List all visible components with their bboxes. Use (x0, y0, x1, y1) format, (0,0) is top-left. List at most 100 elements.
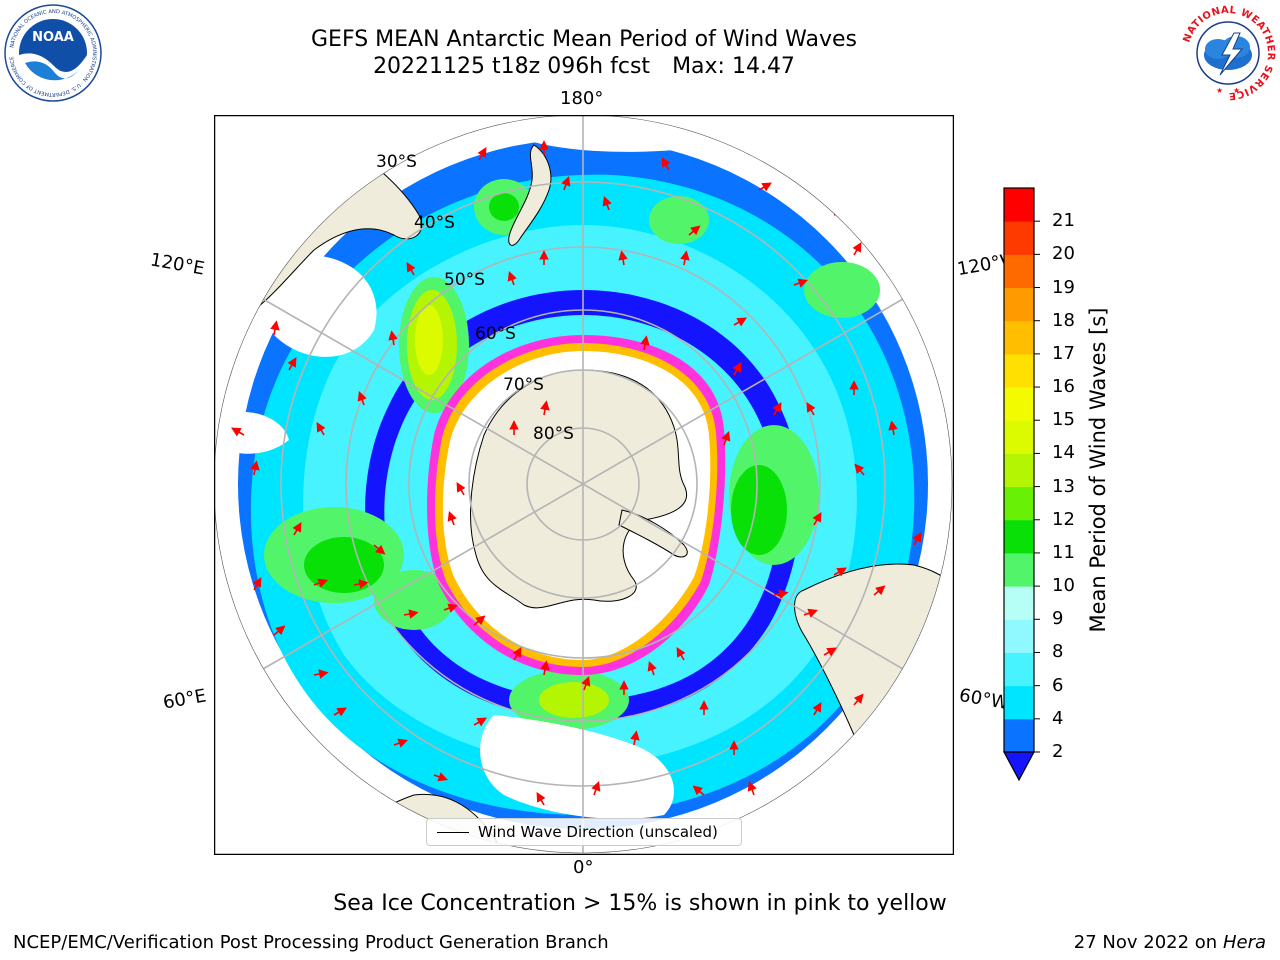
polar-map (214, 115, 954, 855)
wind-wave-arrows (231, 140, 926, 806)
footer-date: 27 Nov 2022 on Hera (1074, 932, 1266, 953)
wind-wave-arrow (287, 357, 297, 371)
wind-wave-arrow (313, 669, 329, 679)
wind-wave-arrow (333, 707, 347, 717)
colorbar-segment (1004, 619, 1034, 653)
wind-wave-arrow (316, 422, 326, 436)
wind-wave-arrow (676, 647, 686, 661)
forecast-cycle: 20221125 t18z 096h fcst (373, 54, 651, 79)
wind-wave-arrow (540, 400, 550, 416)
wind-wave-arrow (803, 608, 819, 618)
colorbar-tick-label: 9 (1052, 608, 1064, 630)
wind-wave-arrow (630, 730, 640, 746)
footer-credit: NCEP/EMC/Verification Post Processing Pr… (13, 932, 609, 953)
longitude-label-0: 0° (573, 857, 594, 878)
colorbar-title: Mean Period of Wind Waves [s] (1086, 307, 1110, 633)
wind-wave-arrow (447, 510, 457, 526)
svg-text:★: ★ (1216, 86, 1223, 95)
wind-wave-arrow (873, 585, 886, 596)
colorbar-tick-label: 11 (1052, 541, 1075, 563)
wind-wave-arrow (647, 660, 657, 676)
latitude-label-50s: 50°S (444, 270, 485, 290)
wind-wave-arrow (853, 693, 864, 706)
latitude-label-30s: 30°S (376, 152, 417, 172)
no-data-area (480, 715, 674, 819)
colorbar-tick-label: 6 (1052, 674, 1064, 696)
wind-wave-arrow (823, 647, 837, 657)
colorbar-tick-label: 18 (1052, 309, 1075, 331)
wind-wave-arrow (393, 738, 409, 748)
wind-wave-arrow (292, 522, 302, 536)
green-patch (374, 570, 454, 630)
colorbar-tick-label: 20 (1052, 243, 1075, 265)
max-value: Max: 14.47 (672, 54, 795, 79)
colorbar-segment (1004, 652, 1034, 687)
latitude-label-70s: 70°S (503, 375, 544, 395)
colorbar-segment (1004, 552, 1034, 587)
wind-wave-arrow (561, 175, 571, 191)
longitude-label-180: 180° (560, 88, 604, 109)
green-patch (649, 196, 709, 244)
wind-wave-arrow (250, 460, 260, 476)
wind-wave-arrow (473, 717, 487, 727)
wind-wave-arrow (270, 320, 280, 336)
latitude-label-60s: 60°S (475, 324, 516, 344)
colorbar-tick-label: 4 (1052, 707, 1064, 729)
map-field (214, 115, 952, 853)
antarctica-land (470, 369, 687, 609)
colorbar-segment (1004, 387, 1034, 421)
colorbar-segment (1004, 420, 1034, 454)
colorbar-tick-label: 12 (1052, 508, 1075, 530)
colorbar (1002, 187, 1040, 782)
wind-wave-arrow (456, 482, 466, 496)
yellowgreen-patch (539, 682, 609, 718)
chart-title: GEFS MEAN Antarctic Mean Period of Wind … (311, 27, 857, 52)
new-zealand-land (508, 144, 552, 246)
wind-wave-arrow (833, 208, 849, 218)
wind-wave-arrow (373, 544, 386, 555)
yellow-patch (415, 305, 443, 375)
colorbar-tick-label: 17 (1052, 342, 1075, 364)
sea-ice-note: Sea Ice Concentration > 15% is shown in … (333, 891, 947, 916)
legend-line-swatch (437, 832, 469, 833)
colorbar-tick-label: 19 (1052, 276, 1075, 298)
wind-wave-arrow (477, 147, 487, 161)
wind-wave-arrow (772, 402, 782, 416)
wind-wave-arrow (793, 278, 809, 288)
wind-wave-arrow (806, 402, 816, 416)
map-legend: Wind Wave Direction (unscaled) (426, 818, 742, 846)
no-data-area (268, 255, 377, 357)
wind-wave-arrow (403, 609, 419, 619)
wind-wave-arrow (913, 305, 926, 316)
wind-wave-arrow (433, 772, 449, 782)
legend-label: Wind Wave Direction (unscaled) (478, 823, 718, 841)
colorbar-segment (1004, 718, 1034, 753)
colorbar-tick-label: 8 (1052, 641, 1064, 663)
footer-machine: Hera (1222, 932, 1266, 953)
wind-wave-arrow (443, 603, 459, 613)
wind-wave-arrow (273, 625, 286, 636)
colorbar-tick-label: 14 (1052, 442, 1075, 464)
wind-wave-arrow (602, 195, 612, 211)
wind-wave-arrow (591, 780, 601, 796)
colorbar-segment (1004, 586, 1034, 620)
longitude-label-60e: 60°E (161, 685, 208, 714)
no-data-area (514, 120, 676, 152)
wind-wave-arrow (852, 242, 862, 256)
map-boundary (214, 115, 953, 854)
no-data-area (219, 411, 289, 454)
green-patch (804, 262, 880, 318)
wind-wave-arrow (540, 660, 550, 676)
noaa-logo: NATIONAL OCEANIC AND ATMOSPHERIC ADMINIS… (4, 4, 102, 102)
wind-wave-arrow (721, 430, 731, 446)
wind-wave-arrow (692, 785, 705, 796)
wind-wave-arrow (912, 532, 922, 546)
colorbar-segment (1004, 221, 1034, 255)
colorbar-tick-label: 15 (1052, 409, 1075, 431)
colorbar-segment (1004, 519, 1034, 554)
colorbar-tick-label: 13 (1052, 475, 1075, 497)
wind-wave-arrow (812, 512, 822, 526)
colorbar-segment (1004, 287, 1034, 322)
wind-wave-arrow (680, 250, 690, 266)
green-patch-core (731, 465, 787, 555)
